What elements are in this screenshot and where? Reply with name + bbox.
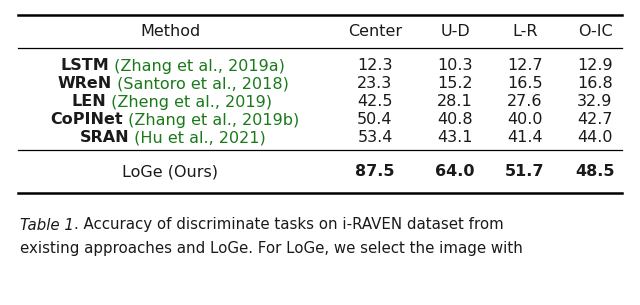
Text: SRAN (Hu et al., 2021): SRAN (Hu et al., 2021): [80, 131, 260, 145]
Text: (Zheng et al., 2019): (Zheng et al., 2019): [106, 95, 272, 109]
Text: 44.0: 44.0: [577, 131, 612, 145]
Text: LSTM: LSTM: [61, 59, 109, 74]
Text: 64.0: 64.0: [435, 164, 475, 180]
Text: 48.5: 48.5: [575, 164, 615, 180]
Text: WReN: WReN: [58, 77, 112, 92]
Text: 32.9: 32.9: [577, 95, 612, 109]
Text: 42.7: 42.7: [577, 113, 612, 127]
Text: 16.5: 16.5: [507, 77, 543, 92]
Text: 40.8: 40.8: [437, 113, 473, 127]
Text: CoPINet: CoPINet: [50, 113, 123, 127]
Text: (Hu et al., 2021): (Hu et al., 2021): [129, 131, 266, 145]
Text: CoPINet (Zhang et al., 2019b): CoPINet (Zhang et al., 2019b): [50, 113, 290, 127]
Text: L-R: L-R: [512, 24, 538, 40]
Text: 43.1: 43.1: [437, 131, 473, 145]
Text: Method: Method: [140, 24, 200, 40]
Text: 50.4: 50.4: [357, 113, 393, 127]
Text: WReN (Santoro et al., 2018): WReN (Santoro et al., 2018): [58, 77, 283, 92]
Text: . Accuracy of discriminate tasks on i-RAVEN dataset from: . Accuracy of discriminate tasks on i-RA…: [74, 217, 504, 232]
Text: U-D: U-D: [440, 24, 470, 40]
Text: 27.6: 27.6: [508, 95, 543, 109]
Text: (Zhang et al., 2019b): (Zhang et al., 2019b): [123, 113, 299, 127]
Text: (Zhang et al., 2019a): (Zhang et al., 2019a): [109, 59, 285, 74]
Text: 10.3: 10.3: [437, 59, 473, 74]
Text: 41.4: 41.4: [507, 131, 543, 145]
Text: SRAN: SRAN: [80, 131, 129, 145]
Text: existing approaches and LoGe. For LoGe, we select the image with: existing approaches and LoGe. For LoGe, …: [20, 241, 523, 256]
Text: O-IC: O-IC: [578, 24, 612, 40]
Text: 15.2: 15.2: [437, 77, 473, 92]
Text: 53.4: 53.4: [357, 131, 393, 145]
Text: 12.3: 12.3: [357, 59, 393, 74]
Text: LEN: LEN: [72, 95, 106, 109]
Text: 23.3: 23.3: [357, 77, 392, 92]
Text: Center: Center: [348, 24, 402, 40]
Text: LSTM (Zhang et al., 2019a): LSTM (Zhang et al., 2019a): [61, 59, 279, 74]
Text: LoGe (Ours): LoGe (Ours): [122, 164, 218, 180]
Text: 28.1: 28.1: [437, 95, 473, 109]
Text: Table 1: Table 1: [20, 217, 74, 232]
Text: 12.7: 12.7: [507, 59, 543, 74]
Text: 42.5: 42.5: [357, 95, 393, 109]
Text: 40.0: 40.0: [508, 113, 543, 127]
Text: (Santoro et al., 2018): (Santoro et al., 2018): [112, 77, 289, 92]
Text: 12.9: 12.9: [577, 59, 613, 74]
Text: 87.5: 87.5: [355, 164, 395, 180]
Text: 51.7: 51.7: [505, 164, 545, 180]
Text: 16.8: 16.8: [577, 77, 613, 92]
Text: LEN (Zheng et al., 2019): LEN (Zheng et al., 2019): [72, 95, 269, 109]
